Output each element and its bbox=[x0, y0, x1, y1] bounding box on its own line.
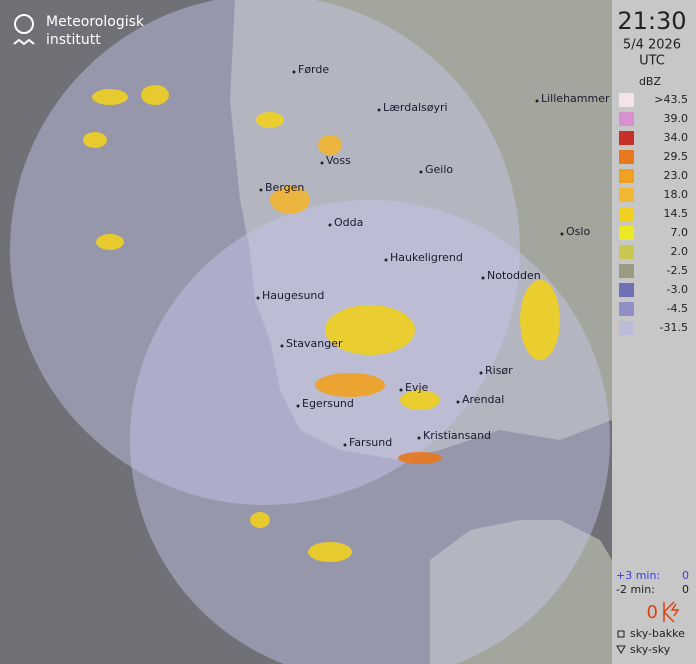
legend-swatch bbox=[619, 112, 634, 126]
city-label: Oslo bbox=[566, 225, 590, 238]
city-dot bbox=[328, 223, 332, 227]
logo-wave bbox=[13, 38, 35, 46]
legend-label: 34.0 bbox=[664, 131, 689, 144]
city-label: Førde bbox=[298, 63, 329, 76]
city-label: Stavanger bbox=[286, 337, 343, 350]
legend-swatch bbox=[619, 283, 634, 297]
city-label: Haukeligrend bbox=[390, 251, 463, 264]
logo-text: Meteorologisk bbox=[46, 14, 145, 30]
city-label: Bergen bbox=[265, 181, 304, 194]
city-dot bbox=[560, 232, 564, 236]
legend-label: 7.0 bbox=[671, 226, 689, 239]
ground-label: sky-bakke bbox=[630, 627, 685, 640]
legend-swatch bbox=[619, 150, 634, 164]
city-label: Geilo bbox=[425, 163, 453, 176]
legend-label: -3.0 bbox=[667, 283, 688, 296]
legend-swatch bbox=[619, 302, 634, 316]
city-dot bbox=[280, 344, 284, 348]
city-dot bbox=[417, 436, 421, 440]
logo-icon bbox=[14, 14, 34, 34]
city-dot bbox=[535, 99, 539, 103]
city-dot bbox=[343, 443, 347, 447]
legend-swatch bbox=[619, 93, 634, 107]
radar-coverage bbox=[10, 0, 520, 505]
radar-coverage bbox=[130, 200, 610, 664]
city-label: Lærdalsøyri bbox=[383, 101, 448, 114]
city-label: Farsund bbox=[349, 436, 392, 449]
city-dot bbox=[456, 400, 460, 404]
legend-label: -4.5 bbox=[667, 302, 688, 315]
legend-swatch bbox=[619, 188, 634, 202]
legend-label: 18.0 bbox=[664, 188, 689, 201]
city-label: Notodden bbox=[487, 269, 541, 282]
lightning-value: 0 bbox=[682, 583, 689, 596]
logo-text: institutt bbox=[46, 32, 101, 48]
city-label: Risør bbox=[485, 364, 513, 377]
city-label: Voss bbox=[326, 154, 351, 167]
city-dot bbox=[377, 108, 381, 112]
city-label: Egersund bbox=[302, 397, 354, 410]
legend-swatch bbox=[619, 131, 634, 145]
legend-label: 29.5 bbox=[664, 150, 689, 163]
legend-label: -2.5 bbox=[667, 264, 688, 277]
city-dot bbox=[259, 188, 263, 192]
city-dot bbox=[399, 388, 403, 392]
legend-label: 39.0 bbox=[664, 112, 689, 125]
city-dot bbox=[479, 371, 483, 375]
precipitation bbox=[83, 85, 560, 562]
city-label: Kristiansand bbox=[423, 429, 491, 442]
city-label: Evje bbox=[405, 381, 429, 394]
land-denmark bbox=[430, 520, 612, 664]
city-label: Odda bbox=[334, 216, 363, 229]
legend-swatch bbox=[619, 264, 634, 278]
legend-label: >43.5 bbox=[654, 93, 688, 106]
lightning-value: 0 bbox=[682, 569, 689, 582]
legend-label: 2.0 bbox=[671, 245, 689, 258]
land bbox=[230, 0, 612, 460]
city-dot bbox=[292, 70, 296, 74]
legend-label: 14.5 bbox=[664, 207, 689, 220]
city-label: Arendal bbox=[462, 393, 504, 406]
lightning-label: +3 min: bbox=[616, 569, 660, 582]
legend-swatch bbox=[619, 321, 634, 335]
legend-label: 23.0 bbox=[664, 169, 689, 182]
legend-swatch bbox=[619, 169, 634, 183]
legend-unit: dBZ bbox=[639, 75, 662, 88]
lightning-icon bbox=[663, 601, 680, 623]
city-dot bbox=[419, 170, 423, 174]
legend-swatch bbox=[619, 207, 634, 221]
legend-label: -31.5 bbox=[660, 321, 688, 334]
legend-swatch bbox=[619, 245, 634, 259]
timezone: UTC bbox=[639, 54, 665, 69]
city-dot bbox=[320, 161, 324, 165]
ground-symbol bbox=[617, 630, 625, 638]
city-dot bbox=[256, 296, 260, 300]
city-label: Lillehammer bbox=[541, 92, 610, 105]
city-dot bbox=[384, 258, 388, 262]
lightning-total: 0 bbox=[647, 602, 658, 623]
date: 5/4 2026 bbox=[623, 38, 681, 53]
city-label: Haugesund bbox=[262, 289, 324, 302]
cloud-symbol bbox=[616, 645, 626, 655]
city-dot bbox=[481, 276, 485, 280]
city-dot bbox=[296, 404, 300, 408]
legend-swatch bbox=[619, 226, 634, 240]
lightning-label: -2 min: bbox=[616, 583, 655, 596]
cloud-label: sky-sky bbox=[630, 643, 671, 656]
clock: 21:30 bbox=[617, 7, 686, 35]
